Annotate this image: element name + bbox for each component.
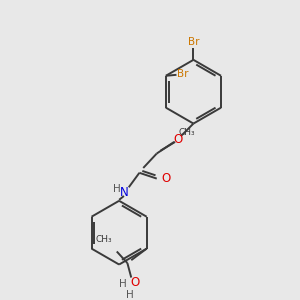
Text: H: H xyxy=(113,184,121,194)
Text: N: N xyxy=(120,186,128,199)
Text: H: H xyxy=(126,290,134,300)
Text: CH₃: CH₃ xyxy=(179,128,196,137)
Text: O: O xyxy=(162,172,171,185)
Text: Br: Br xyxy=(188,37,199,47)
Text: Br: Br xyxy=(177,69,189,79)
Text: CH₃: CH₃ xyxy=(95,235,112,244)
Text: O: O xyxy=(173,133,183,146)
Text: O: O xyxy=(130,276,140,289)
Text: H: H xyxy=(119,279,126,289)
